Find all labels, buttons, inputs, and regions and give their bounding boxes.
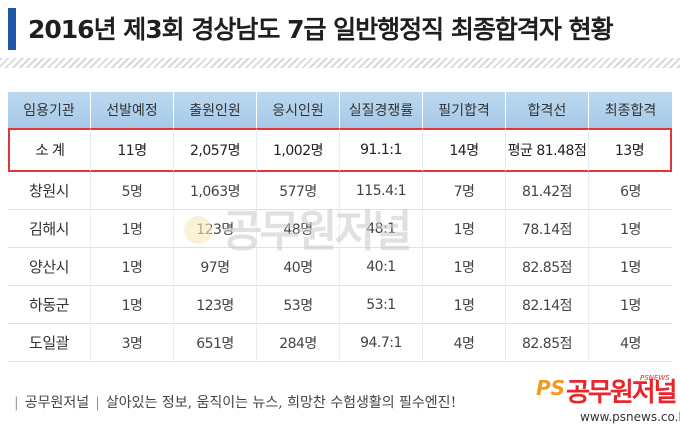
psnews-logo: PS 공무원저널 PSNEWS www.psnews.co.kr	[536, 372, 680, 432]
table-row: 창원시 5명 1,063명 577명 115.4:1 7명 81.42점 6명	[8, 172, 672, 210]
table-cell: 78.14점	[506, 210, 589, 248]
table-cell: 82.85점	[506, 324, 589, 362]
table-cell: 1명	[423, 248, 506, 286]
table-cell: 1,002명	[257, 128, 340, 172]
table-cell: 2,057명	[174, 128, 257, 172]
table-cell: 1,063명	[174, 172, 257, 210]
page-title: 2016년 제3회 경상남도 7급 일반행정직 최종합격자 현황	[28, 15, 614, 44]
table-cell: 평균 81.48점	[506, 128, 589, 172]
table-cell: 91.1:1	[340, 128, 423, 172]
table-cell: 6명	[589, 172, 672, 210]
table-cell: 7명	[423, 172, 506, 210]
table-cell: 1명	[589, 286, 672, 324]
footer-brand: 공무원저널	[24, 395, 90, 411]
table-cell: 소 계	[8, 128, 91, 172]
footer-separator: |	[14, 395, 19, 411]
row-header-cell: 창원시	[8, 172, 91, 210]
header-cell: 출원인원	[174, 92, 257, 128]
table-row: 김해시 1명 123명 48명 48:1 1명 78.14점 1명	[8, 210, 672, 248]
total-row: 소 계 11명 2,057명 1,002명 91.1:1 14명 평균 81.4…	[8, 128, 672, 172]
header-cell: 임용기관	[8, 92, 91, 128]
logo-mark: PS	[536, 376, 566, 400]
table-cell: 5명	[91, 172, 174, 210]
table-cell: 14명	[423, 128, 506, 172]
header-cell: 선발예정	[91, 92, 174, 128]
table-cell: 53명	[257, 286, 340, 324]
table-cell: 11명	[91, 128, 174, 172]
table-cell: 1명	[91, 286, 174, 324]
table-cell: 3명	[91, 324, 174, 362]
table-cell: 284명	[257, 324, 340, 362]
row-header-cell: 도일괄	[8, 324, 91, 362]
logo-url: www.psnews.co.kr	[580, 410, 680, 424]
title-accent-bar	[8, 8, 16, 50]
table-row: 도일괄 3명 651명 284명 94.7:1 4명 82.85점 4명	[8, 324, 672, 362]
logo-name: 공무원저널	[566, 378, 678, 408]
footer-tagline: | 공무원저널 | 살아있는 정보, 움직이는 뉴스, 희망찬 수험생활의 필수엔진!	[8, 388, 456, 418]
row-header-cell: 하동군	[8, 286, 91, 324]
table-cell: 40명	[257, 248, 340, 286]
table-cell: 94.7:1	[340, 324, 423, 362]
header-cell: 실질경쟁률	[340, 92, 423, 128]
table-cell: 1명	[91, 210, 174, 248]
table-row: 하동군 1명 123명 53명 53:1 1명 82.14점 1명	[8, 286, 672, 324]
header-cell: 최종합격	[589, 92, 672, 128]
footer-separator: |	[95, 395, 100, 411]
table-cell: 4명	[589, 324, 672, 362]
table-cell: 4명	[423, 324, 506, 362]
table-cell: 81.42점	[506, 172, 589, 210]
table-cell: 48명	[257, 210, 340, 248]
results-table: 임용기관 선발예정 출원인원 응시인원 실질경쟁률 필기합격 합격선 최종합격 …	[8, 92, 672, 362]
title-bar: 2016년 제3회 경상남도 7급 일반행정직 최종합격자 현황	[0, 0, 680, 56]
table-cell: 123명	[174, 286, 257, 324]
header-cell: 응시인원	[257, 92, 340, 128]
table-cell: 1명	[91, 248, 174, 286]
table-cell: 53:1	[340, 286, 423, 324]
row-header-cell: 양산시	[8, 248, 91, 286]
table-cell: 577명	[257, 172, 340, 210]
table-cell: 1명	[589, 248, 672, 286]
footer-slogan: 살아있는 정보, 움직이는 뉴스, 희망찬 수험생활의 필수엔진!	[105, 395, 457, 411]
table-cell: 82.85점	[506, 248, 589, 286]
table-cell: 123명	[174, 210, 257, 248]
table-cell: 1명	[423, 210, 506, 248]
table-cell: 1명	[423, 286, 506, 324]
results-table-container: 임용기관 선발예정 출원인원 응시인원 실질경쟁률 필기합격 합격선 최종합격 …	[8, 92, 672, 362]
table-cell: 48:1	[340, 210, 423, 248]
table-cell: 13명	[589, 128, 672, 172]
row-header-cell: 김해시	[8, 210, 91, 248]
table-header-row: 임용기관 선발예정 출원인원 응시인원 실질경쟁률 필기합격 합격선 최종합격	[8, 92, 672, 128]
table-row: 양산시 1명 97명 40명 40:1 1명 82.85점 1명	[8, 248, 672, 286]
table-cell: 115.4:1	[340, 172, 423, 210]
table-cell: 1명	[589, 210, 672, 248]
table-cell: 82.14점	[506, 286, 589, 324]
header-cell: 필기합격	[423, 92, 506, 128]
table-cell: 97명	[174, 248, 257, 286]
title-divider	[0, 58, 680, 68]
header-cell: 합격선	[506, 92, 589, 128]
table-cell: 40:1	[340, 248, 423, 286]
table-cell: 651명	[174, 324, 257, 362]
logo-tag: PSNEWS	[640, 374, 670, 382]
